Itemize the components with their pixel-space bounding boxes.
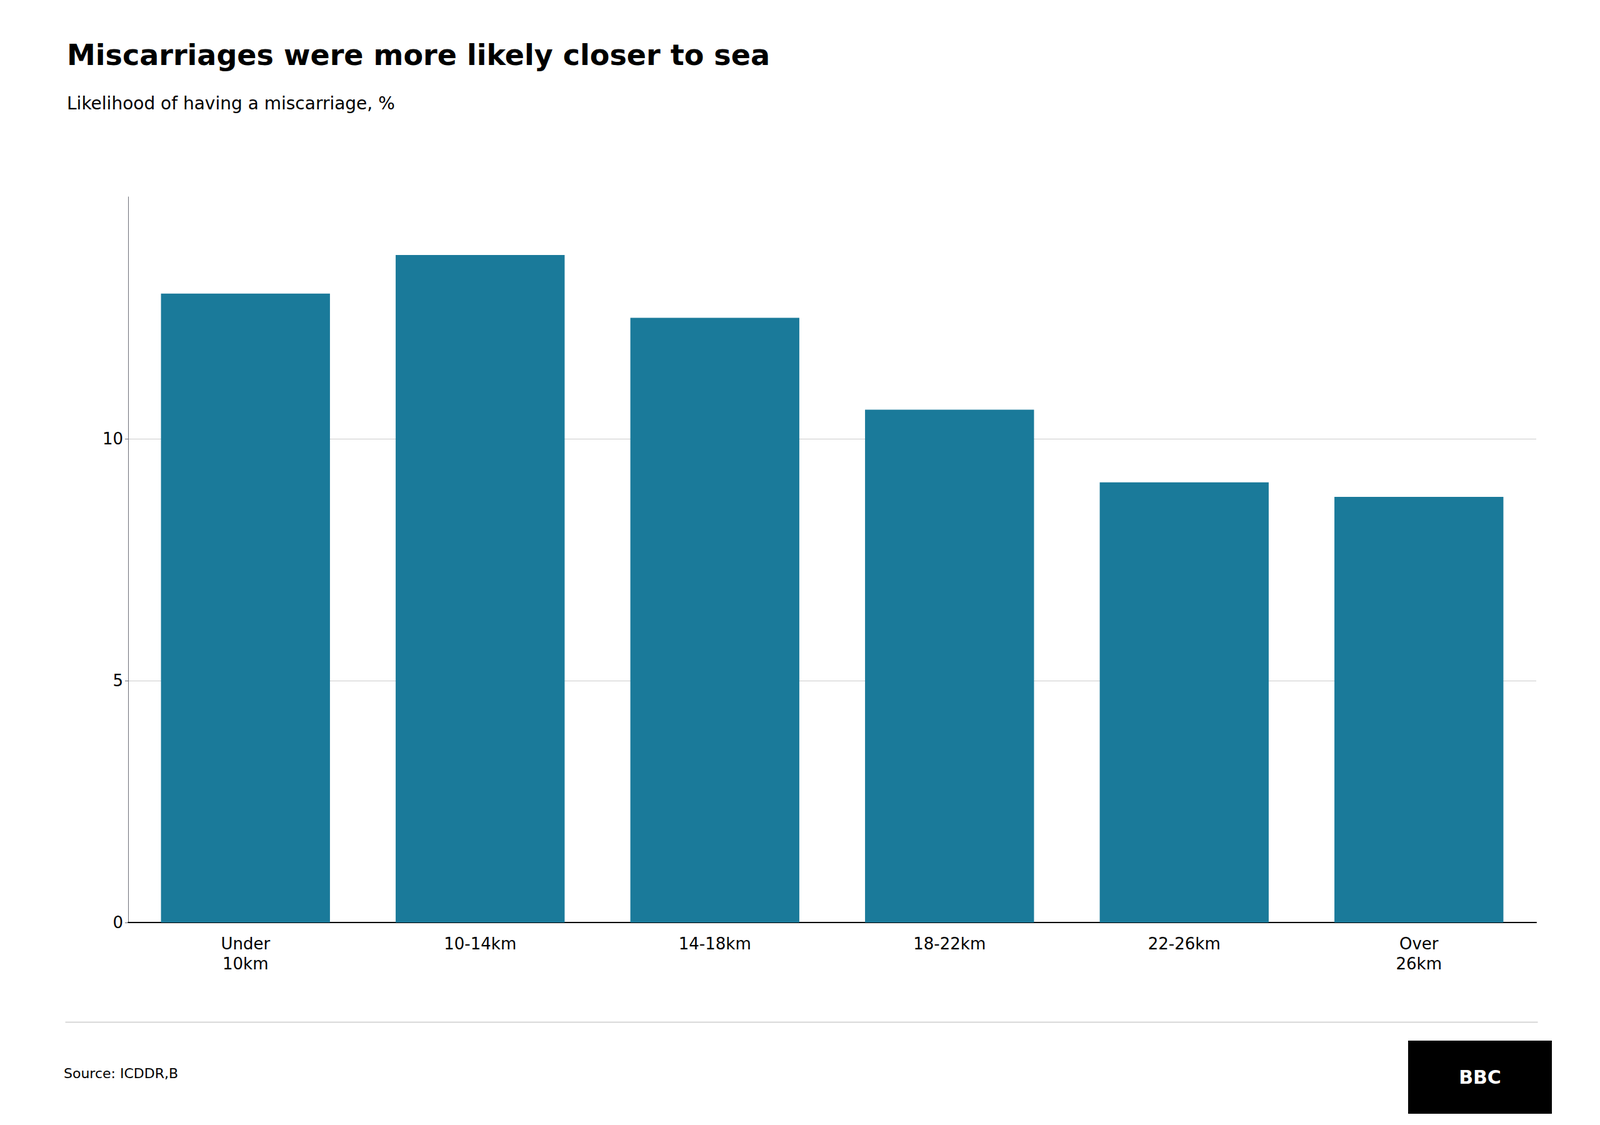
svg-text:Likelihood of having a miscarr: Likelihood of having a miscarriage, % xyxy=(66,93,395,114)
svg-text:BBC: BBC xyxy=(1458,1066,1502,1089)
svg-text:22-26km: 22-26km xyxy=(1148,934,1221,954)
svg-text:26km: 26km xyxy=(1396,954,1442,974)
svg-text:Under: Under xyxy=(220,934,270,954)
svg-text:18-22km: 18-22km xyxy=(913,934,986,954)
svg-text:Miscarriages were more likely: Miscarriages were more likely closer to … xyxy=(66,38,770,72)
svg-text:10: 10 xyxy=(102,429,124,449)
svg-text:10-14km: 10-14km xyxy=(443,934,517,954)
svg-text:14-18km: 14-18km xyxy=(678,934,752,954)
svg-text:0: 0 xyxy=(112,913,124,932)
svg-text:10km: 10km xyxy=(222,954,269,974)
svg-text:Over: Over xyxy=(1399,934,1439,954)
svg-text:Source: ICDDR,B: Source: ICDDR,B xyxy=(63,1065,179,1082)
svg-text:5: 5 xyxy=(112,671,124,690)
